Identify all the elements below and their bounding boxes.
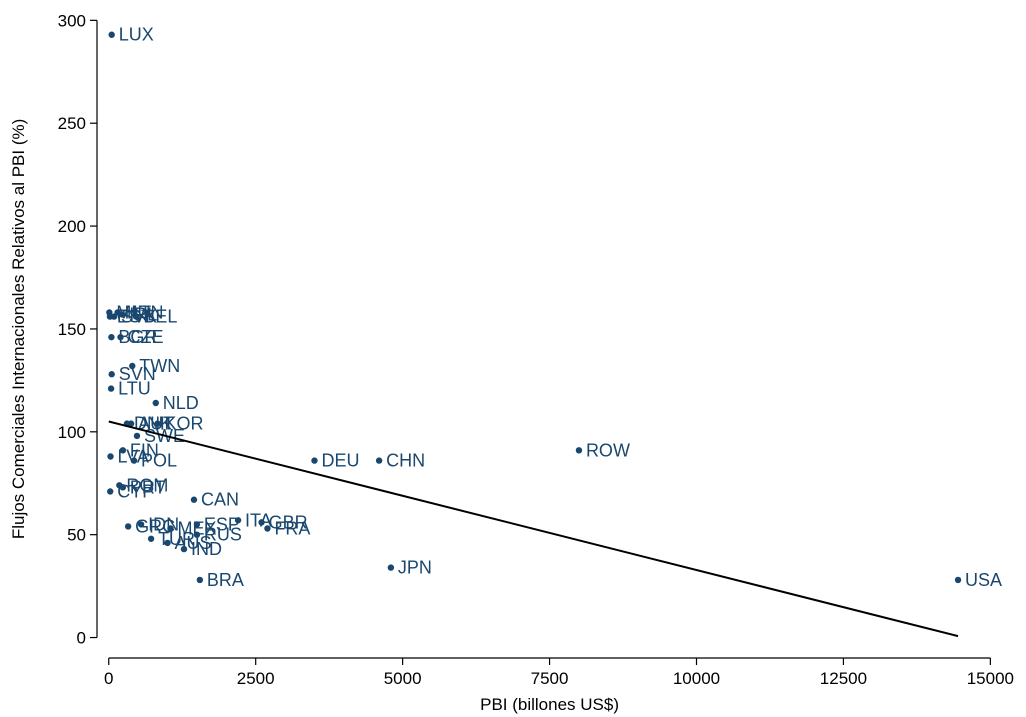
y-tick-label: 300 xyxy=(58,11,86,30)
point-label: CZE xyxy=(128,327,164,347)
data-point xyxy=(107,488,113,494)
y-tick-label: 100 xyxy=(58,423,86,442)
point-label: LTU xyxy=(118,379,151,399)
data-point xyxy=(108,371,114,377)
data-point xyxy=(388,564,394,570)
point-label: CAN xyxy=(201,490,239,510)
y-axis: 0 50 100 150 200 250 300 xyxy=(58,11,97,647)
point-label: DEU xyxy=(321,451,359,471)
y-tick-label: 0 xyxy=(77,629,86,648)
data-point xyxy=(108,32,114,38)
data-point xyxy=(148,536,154,542)
x-tick-label: 12500 xyxy=(820,669,867,688)
data-point xyxy=(117,334,123,340)
x-tick-label: 0 xyxy=(104,669,113,688)
data-point xyxy=(264,525,270,531)
data-point xyxy=(955,577,961,583)
data-point xyxy=(376,457,382,463)
y-axis-title: Flujos Comerciales Internacionales Relat… xyxy=(9,119,28,539)
y-ticks: 0 50 100 150 200 250 300 xyxy=(58,11,97,647)
point-label: BRA xyxy=(207,570,244,590)
x-axis: 0 2500 5000 7500 10000 12500 15000 xyxy=(104,658,1014,688)
data-point xyxy=(311,457,317,463)
data-points: LUXMLTHUNBELIRLSVKESTBGRCZETWNSVNLTUAUTK… xyxy=(106,25,1002,590)
data-point xyxy=(181,546,187,552)
data-point xyxy=(134,433,140,439)
data-point xyxy=(191,497,197,503)
data-point xyxy=(197,577,203,583)
data-point xyxy=(258,519,264,525)
data-point xyxy=(576,447,582,453)
y-tick-label: 50 xyxy=(67,526,86,545)
point-label: CYP xyxy=(117,481,154,501)
data-point xyxy=(235,517,241,523)
x-tick-label: 2500 xyxy=(237,669,275,688)
data-point xyxy=(125,523,131,529)
point-label: IND xyxy=(191,539,222,559)
point-label: NLD xyxy=(163,393,199,413)
point-label: ROW xyxy=(586,440,630,460)
y-tick-label: 150 xyxy=(58,320,86,339)
point-label: CHN xyxy=(386,451,425,471)
data-point xyxy=(194,531,200,537)
data-point xyxy=(107,453,113,459)
x-tick-label: 5000 xyxy=(384,669,422,688)
data-point xyxy=(108,334,114,340)
point-label: FRA xyxy=(274,519,310,539)
data-point xyxy=(107,313,113,319)
data-point xyxy=(153,400,159,406)
x-tick-label: 10000 xyxy=(673,669,720,688)
point-label: JPN xyxy=(398,558,432,578)
y-tick-label: 200 xyxy=(58,217,86,236)
data-point xyxy=(131,457,137,463)
x-ticks: 0 2500 5000 7500 10000 12500 15000 xyxy=(104,658,1014,688)
y-tick-label: 250 xyxy=(58,114,86,133)
point-label: EST xyxy=(117,307,152,327)
data-point xyxy=(164,540,170,546)
point-label: POL xyxy=(141,451,177,471)
point-label: LUX xyxy=(119,25,154,45)
x-axis-title: PBI (billones US$) xyxy=(480,695,619,714)
data-point xyxy=(108,385,114,391)
x-tick-label: 7500 xyxy=(531,669,569,688)
x-tick-label: 15000 xyxy=(967,669,1014,688)
point-label: USA xyxy=(965,570,1002,590)
